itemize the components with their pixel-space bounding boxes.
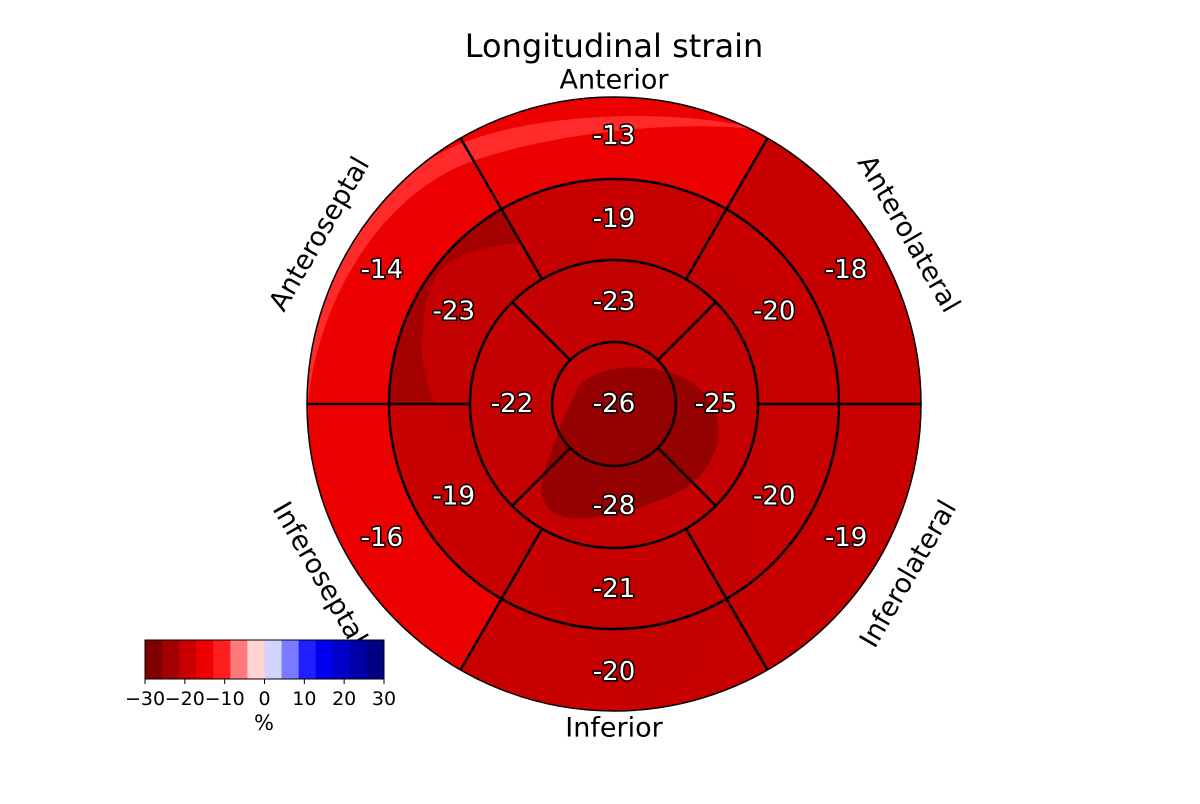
colorbar-tick-label: −30 — [125, 688, 165, 710]
segment-2 — [307, 138, 502, 405]
colorbar-tick-label: −10 — [205, 688, 245, 710]
segment-5-value: -19 — [825, 523, 867, 553]
colorbar-cells — [145, 640, 385, 679]
segment-3-value: -16 — [361, 523, 403, 553]
strain-region-high — [541, 367, 719, 519]
segment-5 — [726, 404, 921, 670]
colorbar-cell — [145, 640, 163, 679]
segment-1-value: -13 — [593, 121, 635, 151]
colorbar-cell — [162, 640, 180, 679]
segment-3 — [307, 404, 502, 670]
ring-border-2 — [550, 340, 678, 468]
segment-15-value: -28 — [593, 491, 635, 521]
segment-13-value: -23 — [593, 287, 635, 317]
segment-labels: -13 -14 -16 -20 -19 -18 -19 -23 -19 -21 -20 -20 -23 -… — [359, 120, 869, 689]
segment-9 — [389, 404, 542, 599]
strain-region-mild — [307, 116, 760, 404]
segment-2-value: -14 — [361, 255, 403, 285]
colorbar-cell — [349, 640, 368, 679]
segment-8-value: -23 — [433, 297, 475, 327]
segment-16-value: -25 — [695, 389, 737, 419]
apical-divider-line — [656, 446, 717, 507]
wall-label-inferior: Inferior — [565, 713, 663, 744]
colorbar-cell — [298, 640, 317, 679]
wall-label-anterior: Anterior — [559, 65, 669, 96]
apical-divider-line — [656, 301, 717, 362]
colorbar-cell — [247, 640, 265, 679]
heatmap-layer — [307, 116, 777, 706]
chart-title: Longitudinal strain — [465, 27, 763, 65]
colorbar-tick-label: 10 — [292, 688, 316, 710]
segment-7-value: -19 — [593, 204, 635, 234]
colorbar-cell — [264, 640, 283, 679]
colorbar-tick-label: 30 — [372, 688, 396, 710]
colorbar-cell — [281, 640, 300, 679]
colorbar-ticks: −30 −20 −10 0 10 20 30 — [125, 679, 396, 710]
colorbar-cell — [332, 640, 351, 679]
colorbar-cell — [196, 640, 214, 679]
segment-12-value: -20 — [753, 297, 795, 327]
divider-line — [459, 137, 544, 280]
segment-9-value: -19 — [433, 482, 475, 512]
colorbar-tick-label: 20 — [332, 688, 356, 710]
segment-10-value: -21 — [593, 574, 635, 604]
colorbar: −30 −20 −10 0 10 20 30 % — [125, 639, 396, 735]
apical-divider-line — [511, 301, 572, 362]
colorbar-cell — [230, 640, 248, 679]
segment-6 — [726, 138, 921, 405]
segment-14-value: -22 — [491, 389, 533, 419]
segment-17-value: -26 — [593, 389, 635, 419]
colorbar-cell — [315, 640, 334, 679]
colorbar-cell — [179, 640, 197, 679]
divider-line — [684, 137, 769, 280]
segment-4-value: -20 — [593, 657, 635, 687]
colorbar-cell — [366, 640, 385, 679]
colorbar-tick-label: 0 — [258, 688, 270, 710]
segment-11-value: -20 — [753, 482, 795, 512]
segment-6-value: -18 — [825, 255, 867, 285]
apical-divider-line — [511, 446, 572, 507]
divider-line — [684, 528, 769, 671]
divider-line — [459, 528, 544, 671]
colorbar-tick-label: −20 — [165, 688, 205, 710]
colorbar-cell — [213, 640, 231, 679]
segment-borders — [306, 96, 922, 712]
colorbar-unit-label: % — [254, 711, 274, 735]
